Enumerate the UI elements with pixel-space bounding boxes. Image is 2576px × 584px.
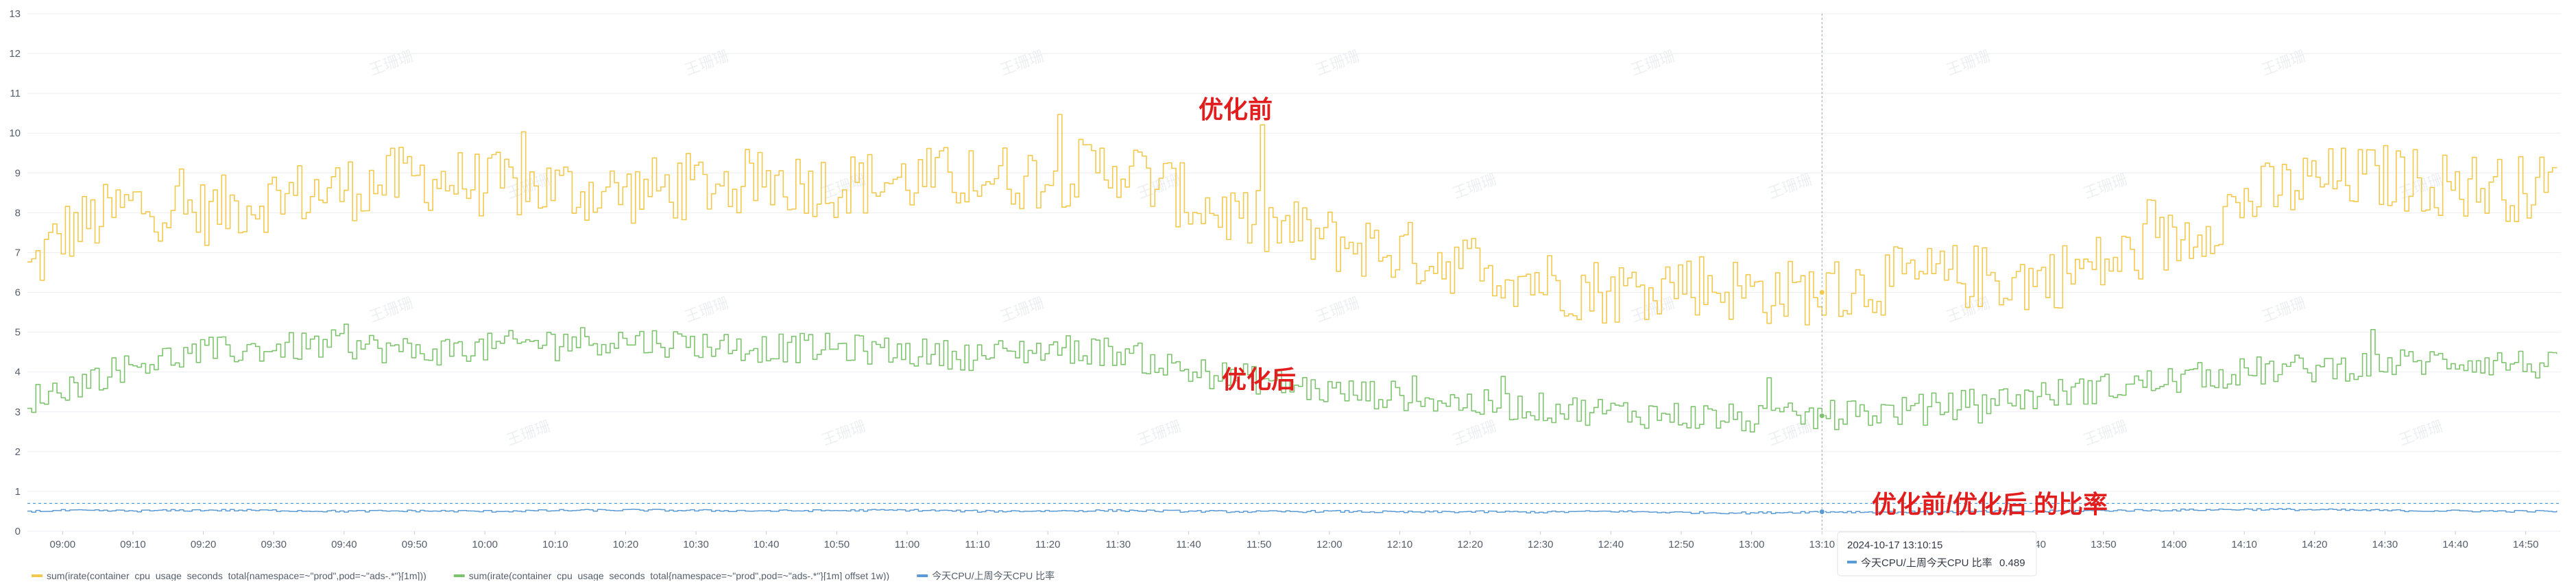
watermark-text: 王珊珊 [367,47,416,79]
x-tick-label: 09:00 [50,539,76,550]
y-tick-label: 9 [15,167,21,179]
watermark-text: 王珊珊 [2259,294,2308,326]
watermark-text: 王珊珊 [1135,417,1183,449]
x-tick-label: 11:30 [1106,539,1131,550]
x-tick-label: 10:30 [683,539,709,550]
x-tick-label: 09:50 [402,539,428,550]
y-tick-label: 12 [9,48,21,60]
y-tick-label: 7 [15,247,21,258]
annotation-after-optimization: 优化后 [1222,365,1296,393]
watermark-text: 王珊珊 [2081,171,2130,202]
x-tick-label: 12:30 [1528,539,1554,550]
legend: sum(irate(container_cpu_usage_seconds_to… [32,570,1055,581]
x-tick-label: 09:30 [261,539,287,550]
y-tick-label: 6 [15,287,21,299]
x-tick-label: 11:40 [1176,539,1201,550]
x-tick-label: 11:20 [1035,539,1060,550]
y-tick-label: 2 [15,446,21,458]
x-tick-label: 12:10 [1387,539,1413,550]
watermark-text: 王珊珊 [1944,294,1993,326]
x-tick-label: 14:20 [2302,539,2328,550]
x-tick-label: 12:50 [1668,539,1694,550]
x-tick-label: 09:20 [191,539,217,550]
legend-swatch [32,574,43,577]
x-tick-label: 12:20 [1457,539,1483,550]
watermark-text: 王珊珊 [1766,417,1814,449]
y-tick-label: 3 [15,406,21,418]
watermark-text: 王珊珊 [1944,47,1993,79]
x-tick-label: 13:10 [1809,539,1835,550]
y-tick-label: 10 [9,127,21,139]
x-tick-label: 09:10 [120,539,146,550]
x-tick-label: 14:30 [2372,539,2398,550]
legend-item-label[interactable]: sum(irate(container_cpu_usage_seconds_to… [469,570,889,581]
watermark-text: 王珊珊 [1450,417,1499,449]
tooltip-series-swatch [1847,561,1857,563]
series-line-before[interactable] [27,114,2557,326]
watermark-text: 王珊珊 [2396,171,2445,202]
y-tick-label: 13 [9,8,21,20]
watermark-text: 王珊珊 [682,294,731,326]
watermark-text: 王珊珊 [2081,417,2130,449]
watermark-text: 王珊珊 [2259,47,2308,79]
watermark-text: 王珊珊 [682,47,731,79]
y-tick-label: 4 [15,367,21,378]
x-tick-label: 10:10 [542,539,568,550]
watermark-text: 王珊珊 [1450,171,1499,202]
x-tick-label: 09:40 [331,539,357,550]
tooltip-value: 0.489 [1999,557,2025,569]
x-tick-label: 14:40 [2442,539,2468,550]
y-tick-label: 5 [15,327,21,339]
watermark-text: 王珊珊 [998,294,1046,326]
watermark-text: 王珊珊 [1628,47,1677,79]
watermark-text: 王珊珊 [2396,417,2445,449]
x-tick-label: 10:20 [613,539,639,550]
y-tick-label: 0 [15,526,21,537]
x-tick-label: 11:10 [965,539,989,550]
crosshair-point-before [1818,289,1825,296]
watermark-text: 王珊珊 [504,417,553,449]
watermark-text: 王珊珊 [1766,171,1814,202]
x-tick-label: 10:00 [472,539,498,550]
y-tick-label: 1 [15,486,21,498]
x-tick-label: 14:50 [2513,539,2539,550]
series-line-after[interactable] [27,324,2557,433]
y-tick-label: 11 [10,88,21,99]
watermark-text: 王珊珊 [819,417,868,449]
x-tick-label: 12:00 [1316,539,1343,550]
watermark-text: 王珊珊 [504,171,553,202]
annotation-ratio: 优化前/优化后 的比率 [1872,490,2108,518]
tooltip-series-name: 今天CPU/上周今天CPU 比率 [1861,557,1993,569]
crosshair-point-ratio [1818,509,1825,515]
x-tick-label: 13:00 [1739,539,1765,550]
watermark-text: 王珊珊 [819,171,868,202]
legend-swatch [917,574,928,577]
y-tick-label: 8 [15,207,21,219]
x-tick-label: 14:10 [2231,539,2257,550]
legend-item-label[interactable]: 今天CPU/上周今天CPU 比率 [932,570,1055,581]
legend-swatch [453,574,465,577]
x-tick-label: 11:00 [895,539,919,550]
x-tick-label: 13:50 [2091,539,2117,550]
hover-tooltip: 2024-10-17 13:10:15 今天CPU/上周今天CPU 比率 0.4… [1837,531,2037,576]
tooltip-box [1837,531,2037,576]
crosshair-point-after [1818,413,1825,419]
series-line-ratio[interactable] [27,508,2557,515]
watermark-text: 王珊珊 [998,47,1046,79]
tooltip-time: 2024-10-17 13:10:15 [1847,539,1942,551]
x-tick-label: 11:50 [1247,539,1271,550]
watermark-text: 王珊珊 [1313,294,1362,326]
watermark-text: 王珊珊 [367,294,416,326]
x-tick-label: 10:40 [754,539,780,550]
x-tick-label: 14:00 [2161,539,2187,550]
x-tick-label: 12:40 [1598,539,1624,550]
watermark-text: 王珊珊 [1313,47,1362,79]
legend-item-label[interactable]: sum(irate(container_cpu_usage_seconds_to… [47,570,426,581]
x-tick-label: 10:50 [824,539,850,550]
annotation-before-optimization: 优化前 [1199,95,1273,123]
